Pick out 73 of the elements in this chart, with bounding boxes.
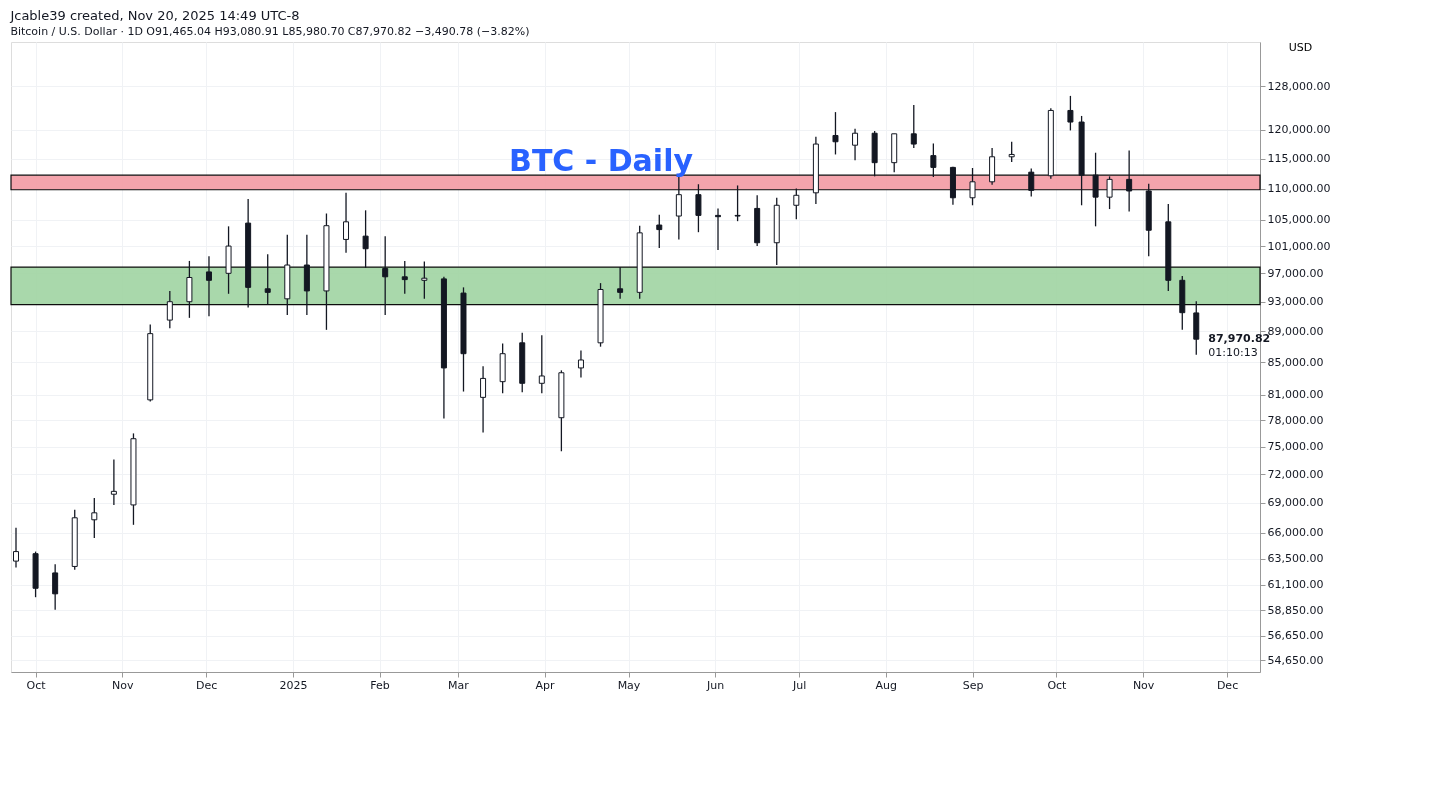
y-tick-label: 81,000.00	[1267, 388, 1324, 402]
candlestick	[382, 235, 389, 316]
candlestick	[656, 214, 663, 249]
candlestick	[1067, 95, 1074, 132]
y-tick-label: 93,000.00	[1267, 295, 1324, 309]
x-tick-label: Dec	[1216, 678, 1239, 692]
y-tick-label: 72,000.00	[1267, 467, 1324, 481]
y-tick-label: 128,000.00	[1267, 79, 1331, 93]
y-tick-label: 61,100.00	[1267, 578, 1324, 592]
candlestick	[734, 184, 741, 222]
candlestick	[480, 365, 487, 434]
y-tick-label: 66,000.00	[1267, 526, 1324, 540]
candlestick	[1028, 167, 1035, 198]
x-tick-label: May	[617, 678, 641, 692]
y-tick-label: 120,000.00	[1267, 123, 1331, 137]
candlestick	[969, 167, 976, 206]
annotation: BTC - Daily	[509, 143, 694, 178]
x-tick-label: 2025	[279, 678, 308, 692]
x-tick-label: Oct	[26, 678, 47, 692]
candlestick	[343, 192, 350, 254]
candlestick	[166, 290, 173, 329]
candlestick	[1092, 152, 1099, 227]
candlestick	[715, 207, 722, 251]
candlestick	[577, 349, 584, 379]
x-tick-label: Sep	[962, 678, 984, 692]
candlestick	[852, 128, 859, 161]
chart-subtitle: Bitcoin / U.S. Dollar · 1D O91,465.04 H93,080.91 L85,980.70 C87,970.82 −3,490.78 (−3.82%)	[10, 25, 530, 38]
candlestick	[52, 563, 59, 611]
y-tick-label: 63,500.00	[1267, 552, 1324, 566]
candlestick	[930, 142, 937, 178]
x-tick-label: Jul	[791, 678, 807, 692]
candlestick	[538, 334, 545, 394]
y-tick-label: 58,850.00	[1267, 603, 1324, 617]
candlestick	[910, 104, 917, 149]
x-tick-label: Nov	[1132, 678, 1155, 692]
y-tick-label: 97,000.00	[1267, 266, 1324, 280]
candlestick	[401, 260, 408, 295]
x-tick-label: Oct	[1047, 678, 1068, 692]
candlestick	[1008, 141, 1015, 163]
candlestick	[675, 175, 682, 241]
candlestick	[793, 187, 800, 220]
candlestick	[695, 183, 702, 233]
x-tick-label: Feb	[370, 678, 390, 692]
candlestick	[832, 111, 839, 156]
y-tick-label: 101,000.00	[1267, 239, 1331, 253]
x-tick-label: Nov	[112, 678, 134, 692]
y-tick-label: 115,000.00	[1267, 152, 1331, 166]
x-tick-label: Aug	[875, 678, 898, 692]
y-tick-label: 85,000.00	[1267, 355, 1324, 369]
x-tick-label: Mar	[448, 678, 470, 692]
candlestick	[617, 266, 624, 300]
candlestick	[264, 253, 271, 306]
y-axis-title: USD	[1288, 40, 1313, 54]
y-tick-label: 75,000.00	[1267, 440, 1324, 454]
candlestick	[13, 527, 19, 569]
y-tick-label: 110,000.00	[1267, 182, 1331, 196]
candlestick	[205, 255, 212, 318]
y-tick-label: 78,000.00	[1267, 413, 1324, 427]
chart-title: Jcable39 created, Nov 20, 2025 14:49 UTC-8	[9, 8, 300, 23]
candlestick	[421, 260, 428, 300]
candlestick	[362, 209, 369, 269]
candlestick	[1106, 175, 1113, 210]
y-tick-label: 54,650.00	[1267, 653, 1324, 667]
x-tick-label: Apr	[535, 678, 556, 692]
x-tick-label: Jun	[706, 678, 725, 692]
annotation: 01:10:13	[1208, 346, 1258, 360]
y-tick-label: 56,650.00	[1267, 629, 1324, 643]
candlestick	[110, 458, 117, 506]
x-tick-label: Dec	[196, 678, 218, 692]
candlestick	[1126, 149, 1133, 213]
y-tick-label: 69,000.00	[1267, 496, 1324, 510]
candlestick	[91, 497, 98, 539]
y-tick-label: 105,000.00	[1267, 213, 1331, 227]
